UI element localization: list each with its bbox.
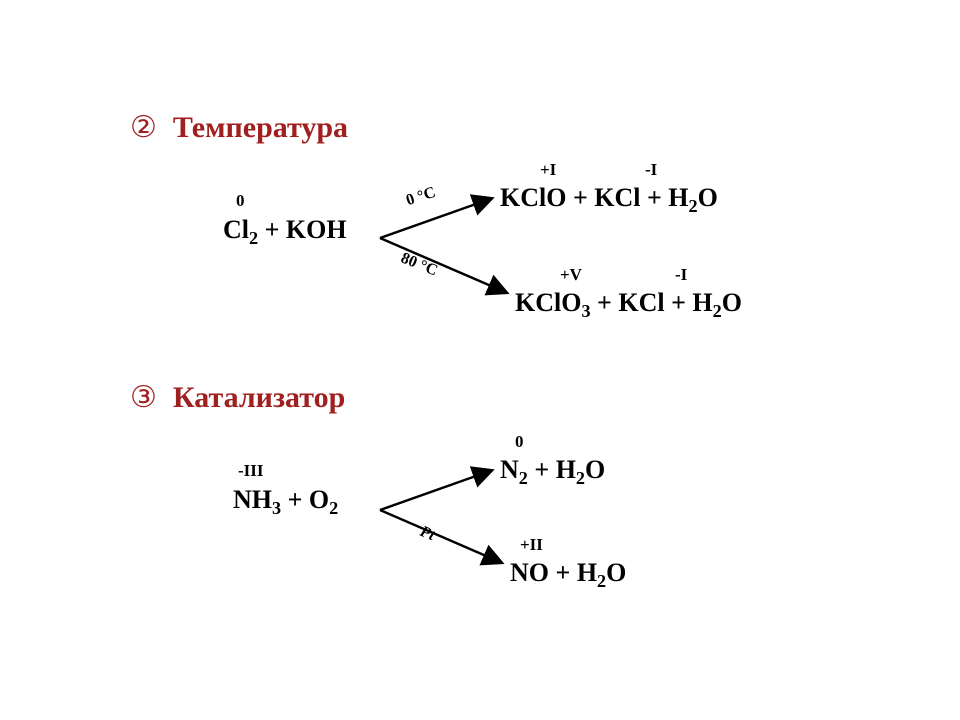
s2-arrows [0,0,960,720]
slide-canvas: { "colors": { "heading": "#a02020", "tex… [0,0,960,720]
